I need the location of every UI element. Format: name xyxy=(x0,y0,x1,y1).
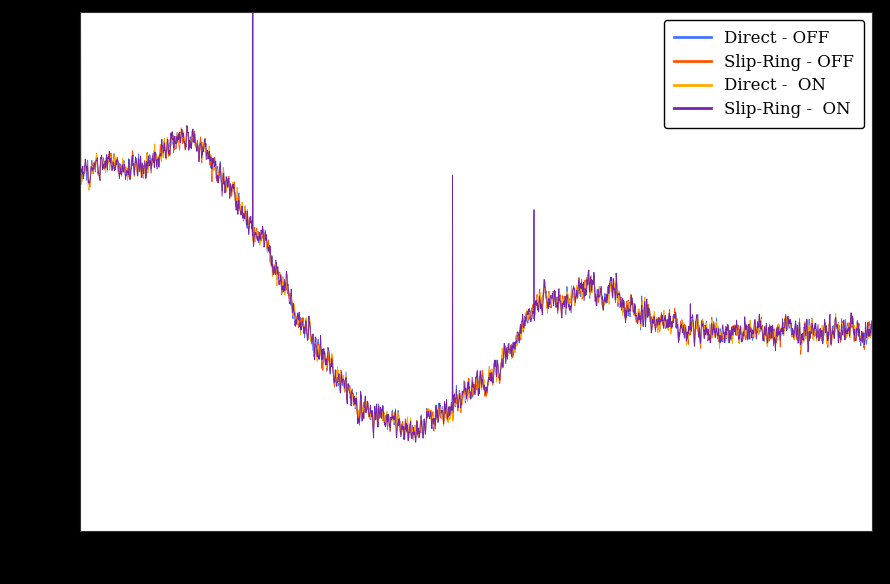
Slip-Ring - OFF xyxy=(782,319,793,326)
Direct -  ON xyxy=(720,327,731,334)
Direct - OFF xyxy=(720,327,731,334)
Slip-Ring - OFF xyxy=(91,152,101,159)
Direct - OFF xyxy=(782,317,793,324)
Slip-Ring -  ON xyxy=(720,331,731,338)
Slip-Ring -  ON xyxy=(867,326,878,333)
Slip-Ring - OFF xyxy=(408,436,418,443)
Direct -  ON xyxy=(75,176,85,183)
Direct - OFF xyxy=(382,426,392,433)
Legend: Direct - OFF, Slip-Ring - OFF, Direct -  ON, Slip-Ring -  ON: Direct - OFF, Slip-Ring - OFF, Direct - … xyxy=(664,20,864,128)
Slip-Ring - OFF xyxy=(382,420,392,427)
Direct -  ON xyxy=(753,325,764,332)
Direct - OFF xyxy=(182,123,192,130)
Line: Direct - OFF: Direct - OFF xyxy=(80,126,872,439)
Line: Slip-Ring - OFF: Slip-Ring - OFF xyxy=(80,127,872,439)
Direct -  ON xyxy=(382,416,392,423)
Direct -  ON xyxy=(867,328,878,335)
Slip-Ring -  ON xyxy=(517,311,528,318)
Slip-Ring -  ON xyxy=(91,157,101,164)
Slip-Ring - OFF xyxy=(75,173,85,180)
Direct - OFF xyxy=(517,323,528,330)
Line: Direct -  ON: Direct - ON xyxy=(80,0,872,440)
Direct -  ON xyxy=(92,151,102,158)
Slip-Ring - OFF xyxy=(517,324,528,331)
Slip-Ring - OFF xyxy=(182,123,192,130)
Slip-Ring -  ON xyxy=(782,313,793,320)
Direct - OFF xyxy=(867,322,878,329)
Direct - OFF xyxy=(75,172,85,179)
Slip-Ring - OFF xyxy=(720,324,731,331)
Direct -  ON xyxy=(782,319,793,326)
Line: Slip-Ring -  ON: Slip-Ring - ON xyxy=(80,0,872,442)
Slip-Ring -  ON xyxy=(75,175,85,182)
Slip-Ring -  ON xyxy=(410,439,421,446)
Slip-Ring - OFF xyxy=(867,332,878,339)
Direct - OFF xyxy=(406,435,417,442)
Slip-Ring -  ON xyxy=(382,418,392,425)
Direct -  ON xyxy=(517,326,528,333)
Slip-Ring -  ON xyxy=(753,325,764,332)
Direct -  ON xyxy=(408,437,418,444)
Direct - OFF xyxy=(91,157,101,164)
Slip-Ring - OFF xyxy=(753,328,764,335)
Direct - OFF xyxy=(753,328,764,335)
